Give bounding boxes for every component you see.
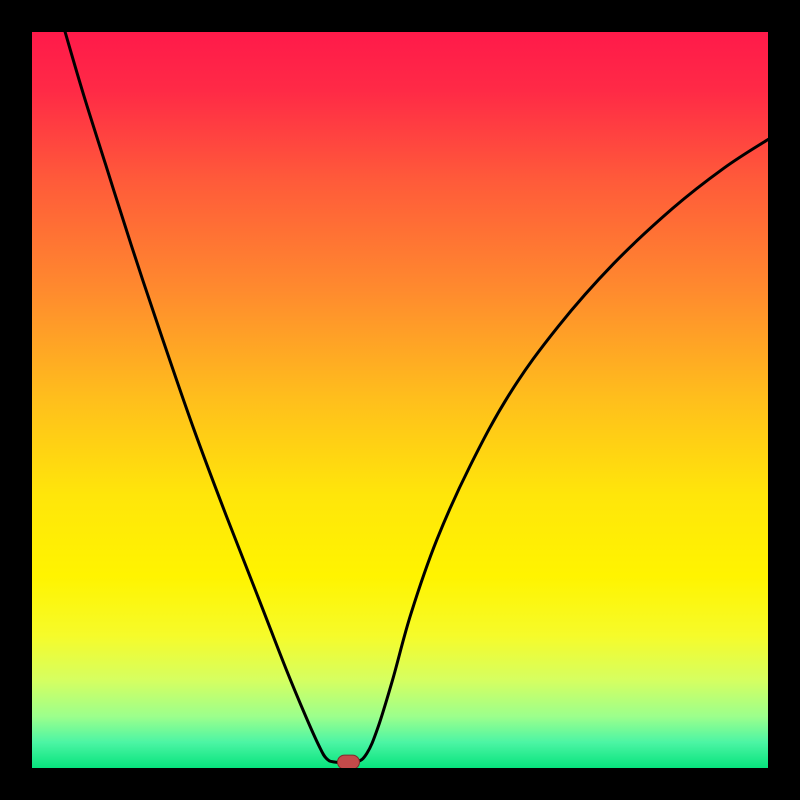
bottleneck-chart [0,0,800,800]
chart-container: { "watermark": { "text": "TheBottleneck.… [0,0,800,800]
optimal-point-marker [337,755,359,769]
